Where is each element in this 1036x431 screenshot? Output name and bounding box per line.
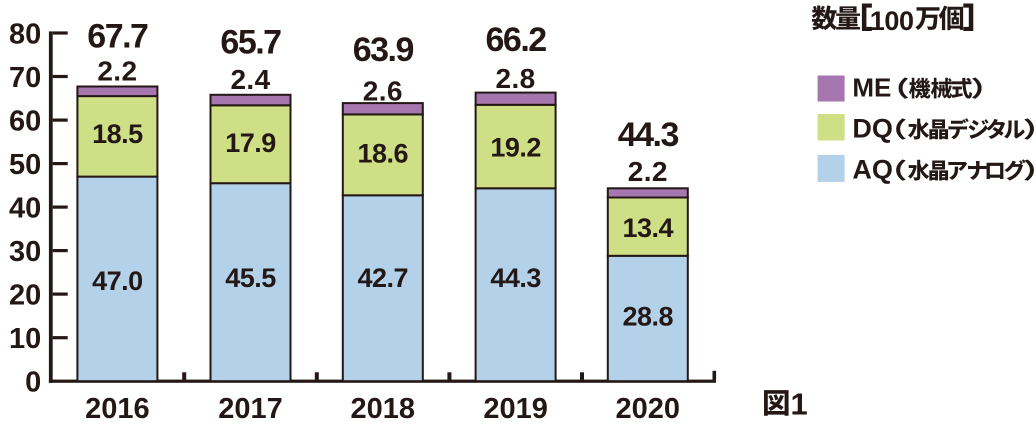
svg-text:DQ: DQ: [852, 113, 893, 143]
svg-text:42.7: 42.7: [358, 263, 409, 293]
svg-text:44.3: 44.3: [618, 116, 679, 154]
svg-text:ME: ME: [852, 73, 891, 103]
svg-text:60: 60: [9, 106, 41, 138]
svg-text:63.9: 63.9: [353, 31, 414, 69]
svg-text:18.6: 18.6: [358, 139, 409, 169]
svg-text:2016: 2016: [85, 393, 150, 425]
svg-text:30: 30: [9, 236, 41, 268]
svg-text:13.4: 13.4: [623, 213, 674, 243]
svg-text:2017: 2017: [218, 393, 283, 425]
svg-text:70: 70: [9, 62, 41, 94]
svg-text:67.7: 67.7: [87, 18, 148, 56]
svg-text:2.8: 2.8: [496, 63, 536, 94]
svg-text:47.0: 47.0: [92, 266, 143, 296]
svg-text:AQ: AQ: [852, 155, 893, 185]
svg-text:65.7: 65.7: [220, 24, 281, 62]
svg-text:20: 20: [9, 280, 41, 312]
svg-text:80: 80: [9, 18, 41, 50]
svg-text:18.5: 18.5: [92, 119, 143, 149]
svg-text:2018: 2018: [351, 393, 416, 425]
svg-text:2.2: 2.2: [97, 56, 137, 87]
svg-text:2020: 2020: [616, 393, 681, 425]
svg-text:66.2: 66.2: [486, 21, 547, 59]
svg-text:100: 100: [870, 6, 914, 36]
svg-text:28.8: 28.8: [623, 302, 674, 332]
svg-text:45.5: 45.5: [225, 263, 276, 293]
svg-text:40: 40: [9, 193, 41, 225]
svg-text:17.9: 17.9: [225, 128, 276, 158]
svg-text:2.6: 2.6: [363, 75, 403, 106]
svg-text:19.2: 19.2: [490, 132, 541, 162]
svg-text:2019: 2019: [483, 393, 548, 425]
svg-text:0: 0: [25, 367, 41, 399]
svg-text:1: 1: [791, 387, 808, 422]
svg-text:44.3: 44.3: [490, 263, 541, 293]
svg-text:10: 10: [9, 323, 41, 355]
svg-text:2.2: 2.2: [628, 156, 668, 187]
svg-text:50: 50: [9, 149, 41, 181]
svg-text:2.4: 2.4: [230, 64, 270, 95]
